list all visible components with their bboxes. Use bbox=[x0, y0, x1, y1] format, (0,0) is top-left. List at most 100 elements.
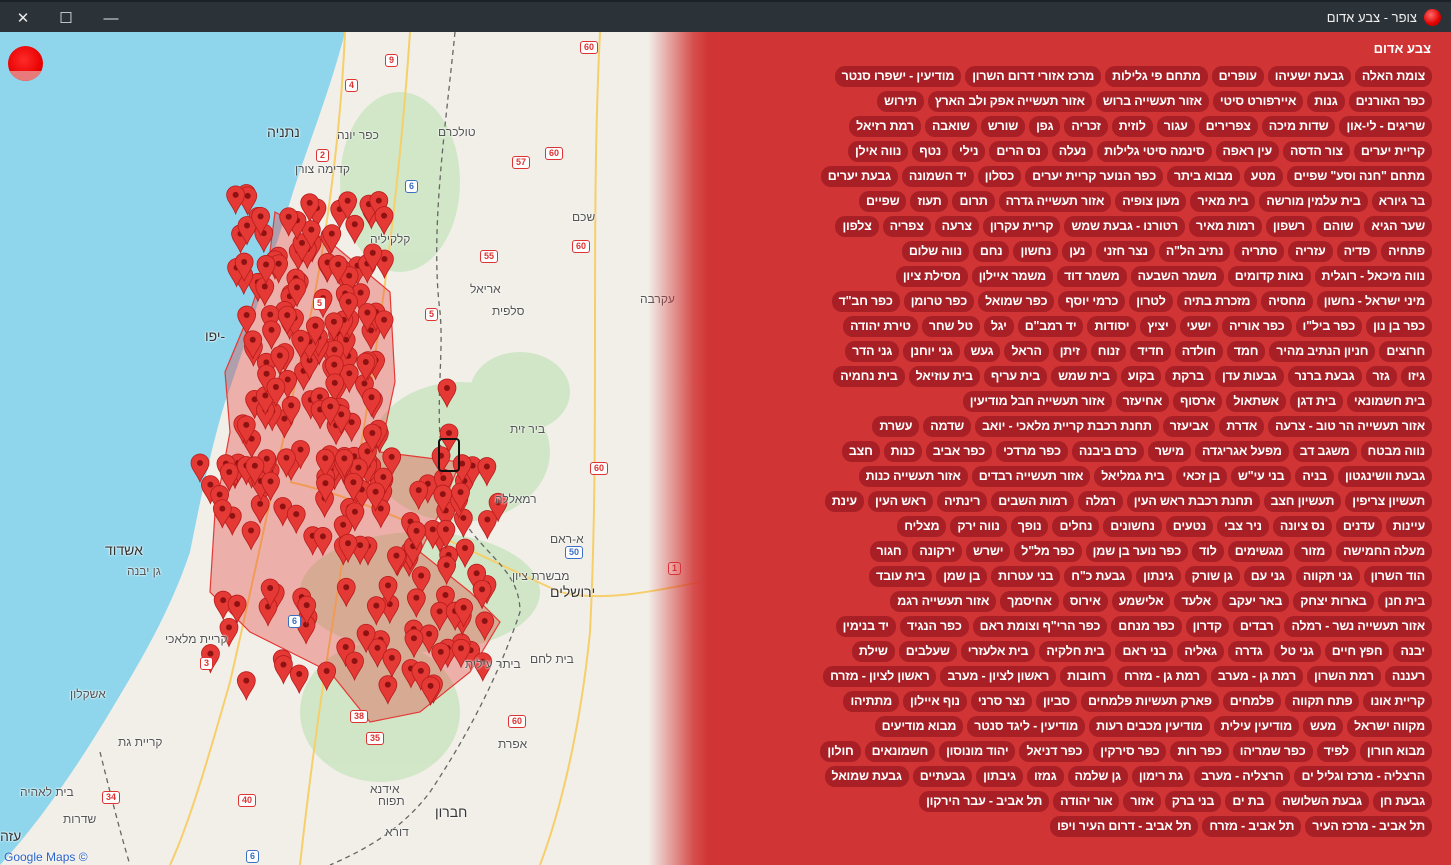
alert-marker-icon[interactable] bbox=[243, 330, 263, 360]
location-chip[interactable]: סינמה סיטי גלילות bbox=[1097, 141, 1212, 162]
location-chip[interactable]: אזור bbox=[1123, 791, 1161, 812]
alert-marker-icon[interactable] bbox=[322, 224, 342, 254]
location-chip[interactable]: זכריה bbox=[1064, 116, 1108, 137]
maximize-button[interactable]: ☐ bbox=[59, 10, 73, 27]
alert-marker-icon[interactable] bbox=[261, 471, 280, 502]
location-chip[interactable]: שעלבים bbox=[898, 641, 957, 662]
location-chip[interactable]: גן שלמה bbox=[1067, 766, 1128, 787]
location-chip[interactable]: אלעד bbox=[1174, 591, 1218, 612]
alert-marker-icon[interactable] bbox=[345, 502, 365, 532]
location-chip[interactable]: קריית עקרון bbox=[982, 216, 1061, 237]
location-chip[interactable]: נווה שלום bbox=[901, 241, 969, 262]
alert-marker-icon[interactable] bbox=[227, 594, 247, 625]
location-chip[interactable]: אירוס bbox=[1062, 591, 1108, 612]
location-chip[interactable]: כפר אביב bbox=[925, 441, 993, 462]
location-chip[interactable]: ישרש bbox=[965, 541, 1011, 562]
location-chip[interactable]: גבעות עדן bbox=[1214, 366, 1284, 387]
location-chip[interactable]: נחשונים bbox=[1103, 516, 1162, 537]
location-chip[interactable]: באר יעקב bbox=[1221, 591, 1290, 612]
alert-marker-icon[interactable] bbox=[382, 447, 402, 477]
alert-marker-icon[interactable] bbox=[260, 578, 280, 609]
alert-marker-icon[interactable] bbox=[362, 387, 381, 418]
location-chip[interactable]: תל אביב - מרכז העיר bbox=[1305, 816, 1432, 837]
location-chip[interactable]: תירוש bbox=[876, 91, 924, 112]
location-chip[interactable]: אזור תעשייה כנות bbox=[858, 466, 968, 487]
alert-marker-icon[interactable] bbox=[324, 355, 344, 385]
location-chip[interactable]: אזור תעשייה אפק ולב הארץ bbox=[927, 91, 1092, 112]
location-chip[interactable]: יד רמב"ם bbox=[1017, 316, 1084, 337]
location-chip[interactable]: גיזו bbox=[1400, 366, 1432, 387]
location-chip[interactable]: הרצליה - מרכז וגליל ים bbox=[1294, 766, 1432, 787]
location-chip[interactable]: כפר מל"ל bbox=[1014, 541, 1082, 562]
alert-marker-icon[interactable] bbox=[430, 601, 450, 632]
location-chip[interactable]: חדיד bbox=[1130, 341, 1171, 362]
alert-marker-icon[interactable] bbox=[262, 320, 281, 351]
location-chip[interactable]: כרם ביבנה bbox=[1071, 441, 1144, 462]
location-chip[interactable]: פארק תעשיות פלמחים bbox=[1080, 691, 1219, 712]
alert-marker-icon[interactable] bbox=[451, 638, 471, 669]
location-chip[interactable]: עשרת bbox=[872, 416, 920, 437]
location-chip[interactable]: סביון bbox=[1036, 691, 1077, 712]
location-chip[interactable]: נוף איילון bbox=[903, 691, 967, 712]
location-chip[interactable]: בניה bbox=[1295, 466, 1334, 487]
location-chip[interactable]: חמד bbox=[1226, 341, 1266, 362]
alert-marker-icon[interactable] bbox=[378, 576, 398, 606]
location-chip[interactable]: משגב דב bbox=[1292, 441, 1357, 462]
location-chip[interactable]: כפר דניאל bbox=[1019, 741, 1090, 762]
location-chip[interactable]: גדרה bbox=[1227, 641, 1270, 662]
location-chip[interactable]: אזור תעשייה חבל מודיעין bbox=[962, 391, 1112, 412]
alert-marker-icon[interactable] bbox=[315, 448, 335, 479]
alert-marker-icon[interactable] bbox=[324, 312, 344, 342]
location-chip[interactable]: כפר נוער בן שמן bbox=[1085, 541, 1189, 562]
location-chip[interactable]: נחם bbox=[972, 241, 1010, 262]
alert-marker-icon[interactable] bbox=[292, 233, 312, 263]
location-chip[interactable]: רחובות bbox=[1060, 666, 1114, 687]
location-chip[interactable]: רמת השרון bbox=[1307, 666, 1381, 687]
location-chip[interactable]: עינת bbox=[824, 491, 864, 512]
map[interactable]: נתניה כפר יונה טולכרם קדימה צורן קלקיליה שכם א… bbox=[0, 32, 720, 865]
alert-marker-icon[interactable] bbox=[274, 655, 293, 685]
location-chip[interactable]: מקווה ישראל bbox=[1347, 716, 1432, 737]
location-chip[interactable]: יד השמונה bbox=[901, 166, 974, 187]
location-chip[interactable]: בית עריף bbox=[983, 366, 1048, 387]
location-chip[interactable]: יגל bbox=[983, 316, 1014, 337]
location-chip[interactable]: אזור תעשייה הר טוב - צרעה bbox=[1268, 416, 1432, 437]
alert-marker-icon[interactable] bbox=[477, 457, 497, 487]
location-chip[interactable]: בית חנן bbox=[1377, 591, 1432, 612]
location-chip[interactable]: מבוא מודיעים bbox=[874, 716, 964, 737]
alert-marker-icon[interactable] bbox=[339, 266, 359, 296]
location-chip[interactable]: משמר דוד bbox=[1057, 266, 1127, 287]
location-chip[interactable]: הוד השרון bbox=[1363, 566, 1432, 587]
alert-marker-icon[interactable] bbox=[407, 521, 426, 551]
location-chip[interactable]: בית חשמונאי bbox=[1346, 391, 1432, 412]
alert-marker-icon[interactable] bbox=[454, 598, 474, 628]
alert-marker-icon[interactable] bbox=[436, 519, 456, 550]
location-chip[interactable]: מרכז אזורי דרום השרון bbox=[965, 66, 1102, 87]
location-chip[interactable]: כרמי יוסף bbox=[1058, 291, 1126, 312]
location-chip[interactable]: בני ראם bbox=[1115, 641, 1174, 662]
alert-marker-icon[interactable] bbox=[305, 316, 325, 347]
location-chip[interactable]: נעלה bbox=[1051, 141, 1094, 162]
location-chip[interactable]: גבעת ישעיהו bbox=[1267, 66, 1351, 87]
alert-marker-icon[interactable] bbox=[437, 378, 457, 409]
location-chip[interactable]: חצב bbox=[841, 441, 880, 462]
location-chip[interactable]: אזור תעשייה נשר - רמלה bbox=[1284, 616, 1432, 637]
location-chip[interactable]: גאליה bbox=[1177, 641, 1224, 662]
location-chip[interactable]: נחלים bbox=[1052, 516, 1100, 537]
alert-marker-icon[interactable] bbox=[338, 533, 358, 564]
location-chip[interactable]: חניון הנתיב מהיר bbox=[1269, 341, 1376, 362]
location-chip[interactable]: אשתאול bbox=[1226, 391, 1286, 412]
location-chip[interactable]: שדמה bbox=[923, 416, 971, 437]
location-chip[interactable]: בן זכאי bbox=[1175, 466, 1227, 487]
location-chip[interactable]: ארסוף bbox=[1173, 391, 1223, 412]
location-chip[interactable]: גבעת חן bbox=[1372, 791, 1432, 812]
alert-marker-icon[interactable] bbox=[277, 448, 296, 478]
location-chip[interactable]: בני עטרות bbox=[991, 566, 1061, 587]
alert-marker-icon[interactable] bbox=[270, 346, 290, 376]
location-chip[interactable]: מתחם פי גלילות bbox=[1105, 66, 1208, 87]
location-chip[interactable]: כפר הרי"ף וצומת ראם bbox=[972, 616, 1108, 637]
location-chip[interactable]: נען bbox=[1062, 241, 1093, 262]
location-chip[interactable]: חרוצים bbox=[1379, 341, 1432, 362]
location-chip[interactable]: אחיסמך bbox=[1000, 591, 1059, 612]
location-chip[interactable]: גני עם bbox=[1243, 566, 1292, 587]
